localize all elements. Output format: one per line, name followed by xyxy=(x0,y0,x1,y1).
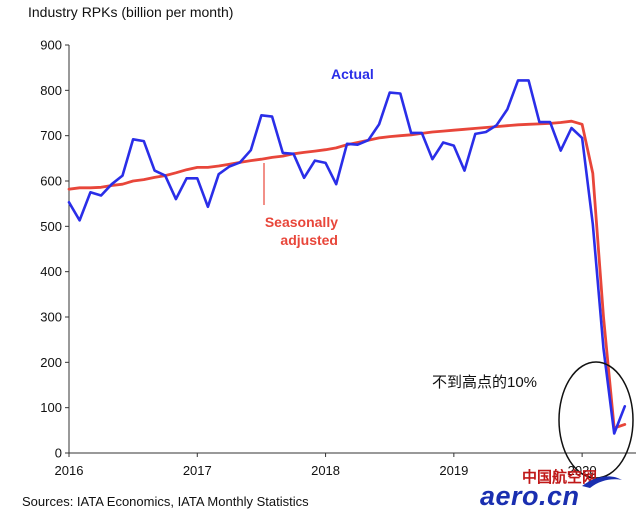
x-tick-label: 2016 xyxy=(55,463,84,478)
aero-cn-watermark: 中国航空网 aero.cn xyxy=(480,468,622,511)
y-tick-label: 0 xyxy=(55,446,62,461)
x-tick-label: 2018 xyxy=(311,463,340,478)
y-tick-label: 500 xyxy=(40,219,62,234)
y-tick-label: 300 xyxy=(40,310,62,325)
svg-text:中国航空网: 中国航空网 xyxy=(522,468,597,486)
callout-ellipse xyxy=(558,361,634,479)
y-tick-label: 100 xyxy=(40,400,62,415)
y-tick-label: 700 xyxy=(40,128,62,143)
x-tick-label: 2017 xyxy=(183,463,212,478)
callout-text: 不到高点的10% xyxy=(432,374,537,391)
y-tick-label: 400 xyxy=(40,264,62,279)
y-tick-label: 200 xyxy=(40,355,62,370)
y-tick-label: 600 xyxy=(40,174,62,189)
chart-title: Industry RPKs (billion per month) xyxy=(28,4,233,20)
x-tick-label: 2019 xyxy=(439,463,468,478)
actual-series-line xyxy=(67,79,627,435)
actual-series-label: Actual xyxy=(331,66,374,82)
y-tick-label: 900 xyxy=(40,38,62,53)
seasonally-adjusted-label-line2: adjusted xyxy=(280,232,338,248)
seasonally-adjusted-label-line1: Seasonally xyxy=(265,214,338,230)
chart-axes: 0 100 200 300 400 500 600 700 800 900 2016 2017 2018… xyxy=(40,38,636,478)
svg-text:aero.cn: aero.cn xyxy=(480,481,580,511)
y-tick-label: 800 xyxy=(40,83,62,98)
chart-source: Sources: IATA Economics, IATA Monthly St… xyxy=(22,494,309,509)
chart-series xyxy=(67,79,627,435)
